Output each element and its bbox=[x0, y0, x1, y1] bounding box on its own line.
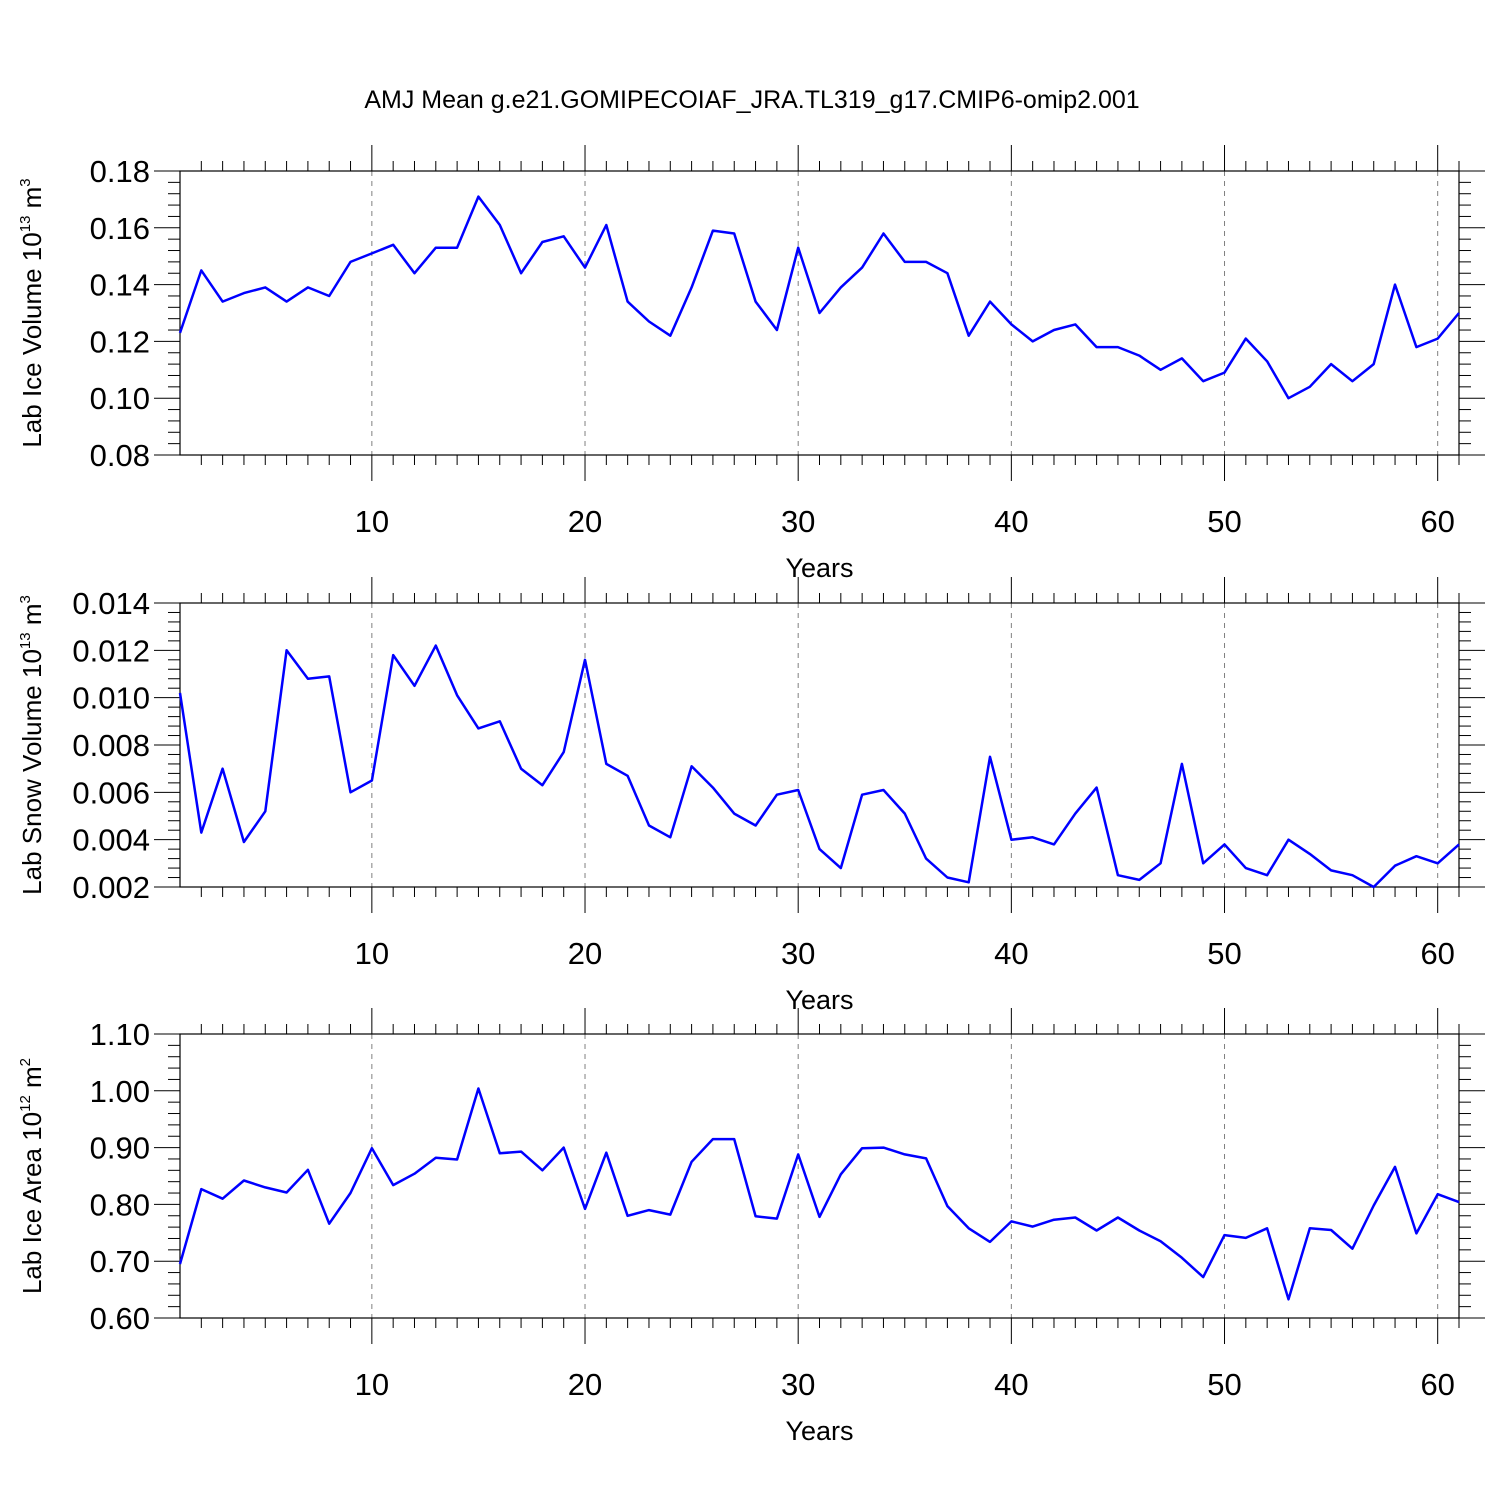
y-tick-label: 0.012 bbox=[72, 633, 150, 668]
x-tick-label: 20 bbox=[568, 1367, 602, 1402]
x-tick-label: 20 bbox=[568, 936, 602, 971]
y-axis-label: Lab Ice Volume 1013 m3 bbox=[17, 178, 47, 447]
plot-frame bbox=[179, 602, 1460, 888]
x-axis-label: Years bbox=[785, 553, 853, 583]
x-axis-label: Years bbox=[785, 1416, 853, 1446]
y-tick-label: 0.008 bbox=[72, 728, 150, 763]
y-tick-label: 0.90 bbox=[90, 1131, 150, 1166]
x-tick-label: 40 bbox=[994, 936, 1028, 971]
x-tick-label: 60 bbox=[1420, 504, 1454, 539]
y-tick-label: 0.10 bbox=[90, 381, 150, 416]
y-tick-label: 0.16 bbox=[90, 211, 150, 246]
ice-area-panel: 10 20 30 40 50 60 0.60 0.70 0.80 0.90 1.00 1.10 Year… bbox=[17, 1008, 1485, 1446]
y-tick-label: 0.70 bbox=[90, 1244, 150, 1279]
x-axis-label: Years bbox=[785, 985, 853, 1015]
x-tick-label: 40 bbox=[994, 1367, 1028, 1402]
y-tick-label: 0.08 bbox=[90, 438, 150, 473]
series-line bbox=[178, 644, 1460, 889]
x-tick-label: 40 bbox=[994, 504, 1028, 539]
y-tick-label: 0.006 bbox=[72, 775, 150, 810]
x-tick-label: 10 bbox=[355, 1367, 389, 1402]
x-tick-label: 10 bbox=[355, 936, 389, 971]
y-tick-label: 0.18 bbox=[90, 154, 150, 189]
x-tick-label: 10 bbox=[355, 504, 389, 539]
y-tick-label: 1.10 bbox=[90, 1017, 150, 1052]
y-tick-label: 0.12 bbox=[90, 324, 150, 359]
x-tick-label: 30 bbox=[781, 936, 815, 971]
x-tick-label: 20 bbox=[568, 504, 602, 539]
y-axis-label: Lab Ice Area 1012 m2 bbox=[17, 1058, 47, 1294]
y-tick-label: 0.80 bbox=[90, 1187, 150, 1222]
plot-frame bbox=[179, 1033, 1460, 1319]
x-tick-label: 50 bbox=[1207, 504, 1241, 539]
y-tick-label: 0.002 bbox=[72, 870, 150, 905]
series-line bbox=[178, 195, 1460, 400]
x-tick-label: 50 bbox=[1207, 936, 1241, 971]
y-tick-label: 0.010 bbox=[72, 681, 150, 716]
x-tick-label: 30 bbox=[781, 504, 815, 539]
x-tick-label: 50 bbox=[1207, 1367, 1241, 1402]
y-tick-label: 0.14 bbox=[90, 268, 150, 303]
x-tick-label: 60 bbox=[1420, 1367, 1454, 1402]
y-axis-label: Lab Snow Volume 1013 m3 bbox=[17, 595, 47, 895]
series-line bbox=[178, 1087, 1460, 1301]
y-tick-label: 0.014 bbox=[72, 586, 150, 621]
figure-title: AMJ Mean g.e21.GOMIPECOIAF_JRA.TL319_g17… bbox=[364, 86, 1139, 114]
ice-volume-panel: 10 20 30 40 50 60 0.08 0.10 0.12 0.14 0.16 0.18 Year… bbox=[17, 145, 1485, 583]
x-tick-label: 30 bbox=[781, 1367, 815, 1402]
snow-volume-panel: 10 20 30 40 50 60 0.002 0.004 0.006 0.008 0.010 0.0… bbox=[17, 577, 1485, 1015]
y-tick-label: 0.004 bbox=[72, 823, 150, 858]
x-tick-label: 60 bbox=[1420, 936, 1454, 971]
y-tick-label: 0.60 bbox=[90, 1301, 150, 1336]
y-tick-label: 1.00 bbox=[90, 1074, 150, 1109]
